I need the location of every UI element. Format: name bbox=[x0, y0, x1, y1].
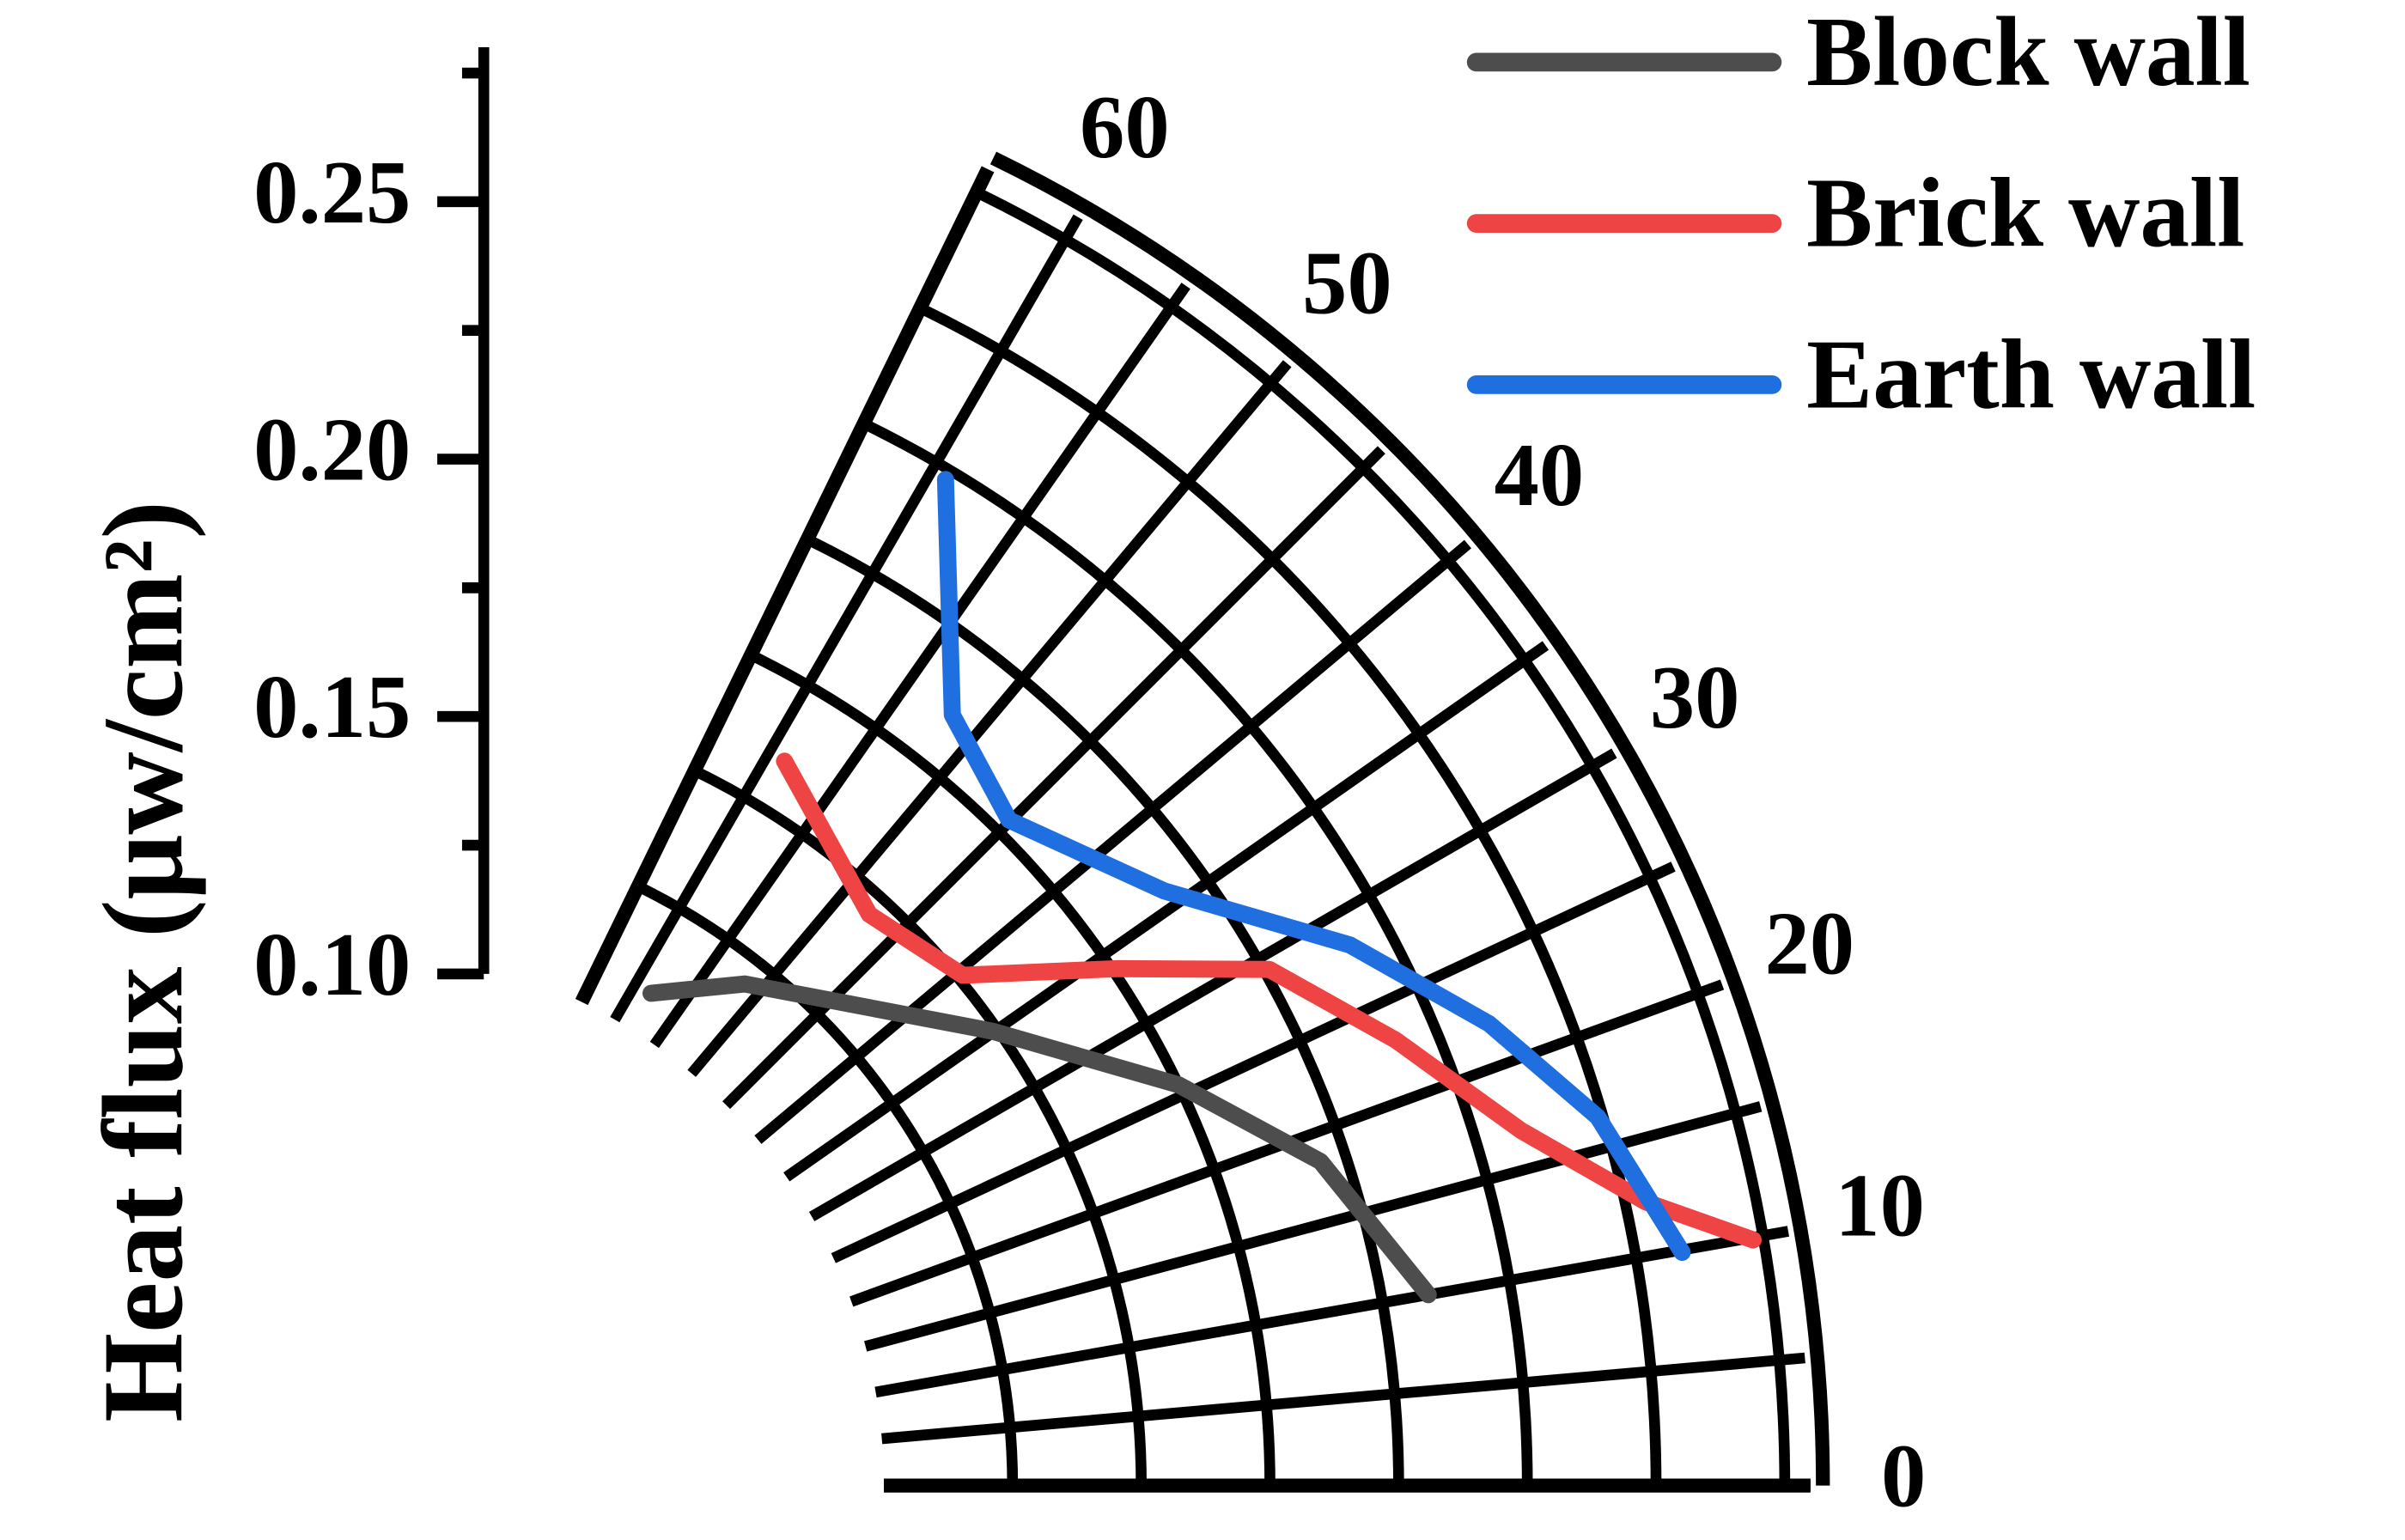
grid-spoke bbox=[874, 1226, 1790, 1398]
y-tick-label: 0.20 bbox=[253, 400, 411, 500]
legend-label: Brick wall bbox=[1806, 158, 2244, 268]
grid-spoke bbox=[649, 283, 1190, 1049]
grid-spoke bbox=[783, 641, 1550, 1182]
grid-spoke bbox=[687, 360, 1292, 1077]
data-line bbox=[936, 471, 1691, 1262]
x-tick-label: 10 bbox=[1835, 1156, 1925, 1256]
legend-label: Block wall bbox=[1806, 0, 2250, 107]
grid-spoke bbox=[808, 748, 1617, 1221]
legend-label: Earth wall bbox=[1806, 319, 2256, 429]
grid-spoke bbox=[831, 861, 1676, 1263]
x-tick-label: 50 bbox=[1302, 233, 1392, 332]
grid-spoke bbox=[881, 1352, 1805, 1445]
x-tick-label: 30 bbox=[1650, 648, 1740, 747]
x-tick-label: 0 bbox=[1881, 1427, 1926, 1526]
data-line bbox=[776, 752, 1763, 1249]
y-tick-label: 0.10 bbox=[253, 915, 411, 1014]
y-axis-label: Heat flux (μw/cm²) bbox=[79, 501, 206, 1422]
x-tick-label: 20 bbox=[1764, 893, 1854, 993]
x-tick-label: 40 bbox=[1495, 425, 1585, 525]
y-tick-label: 0.15 bbox=[253, 657, 411, 757]
grid-spoke bbox=[610, 214, 1083, 1023]
frame-arc bbox=[989, 151, 1830, 1486]
y-tick-label: 0.25 bbox=[253, 143, 411, 242]
frame-edge bbox=[575, 166, 995, 1006]
x-tick-label: 60 bbox=[1080, 77, 1170, 177]
data-line bbox=[642, 975, 1437, 1304]
grid-spoke bbox=[754, 539, 1471, 1144]
